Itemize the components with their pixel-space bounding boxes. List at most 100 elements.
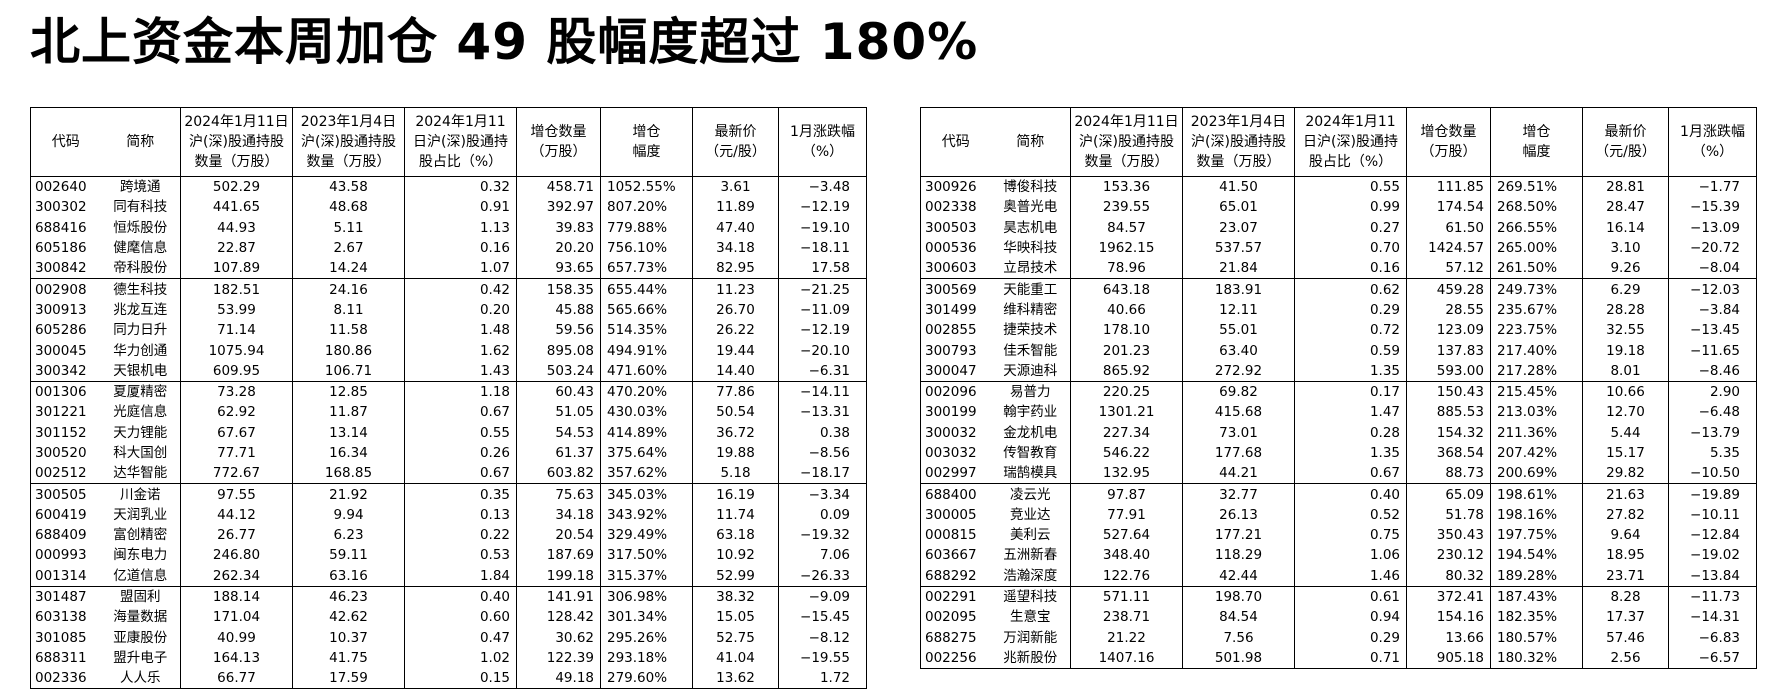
header-add-qty: 增仓数量 （万股） bbox=[1406, 107, 1491, 177]
table-row: 688409 富创精密 26.77 6.23 0.22 20.54 329.49% 63.18… bbox=[31, 525, 867, 546]
cell-add-pct: 295.26% bbox=[600, 627, 693, 648]
cell-name: 盟升电子 bbox=[113, 649, 168, 666]
table-row: 000815 美利云 527.64 177.21 0.75 350.43 197.75% 9.… bbox=[921, 525, 1757, 546]
cell-name: 美利云 bbox=[1010, 527, 1051, 544]
header-hold-2024: 2024年1月11日 沪(深)股通持股 数量（万股） bbox=[1070, 107, 1183, 177]
cell-name: 五洲新春 bbox=[1003, 547, 1058, 564]
cell-hold-ratio: 0.67 bbox=[1294, 463, 1407, 484]
cell-name: 同力日升 bbox=[113, 322, 168, 339]
cell-add-pct: 268.50% bbox=[1490, 197, 1583, 218]
cell-name: 传智教育 bbox=[1003, 445, 1058, 461]
cell-price: 11.74 bbox=[692, 504, 779, 526]
cell-add-qty: 123.09 bbox=[1406, 320, 1491, 341]
cell-name: 科大国创 bbox=[113, 445, 168, 461]
cell-price: 21.63 bbox=[1582, 483, 1669, 505]
cell-add-qty: 128.42 bbox=[516, 607, 601, 628]
table-row: 603138 海量数据 171.04 42.62 0.60 128.42 301.34% 15… bbox=[31, 607, 867, 628]
cell-hold-2024: 188.14 bbox=[180, 585, 293, 608]
cell-price: 14.40 bbox=[692, 360, 779, 382]
cell-hold-2023: 9.94 bbox=[292, 504, 405, 526]
cell-add-qty: 20.20 bbox=[516, 237, 601, 259]
table-row: 000536 华映科技 1962.15 537.57 0.70 1424.57 265.00… bbox=[921, 237, 1757, 259]
cell-hold-2024: 26.77 bbox=[180, 525, 293, 546]
cell-name: 夏厦精密 bbox=[100, 380, 181, 403]
cell-hold-ratio: 0.91 bbox=[404, 197, 517, 218]
table-row: 002640 跨境通 502.29 43.58 0.32 458.71 1052.55% 3.… bbox=[31, 176, 867, 198]
table-row: 002338 奥普光电 239.55 65.01 0.99 174.54 268.50% 28… bbox=[921, 197, 1757, 218]
cell-name: 海量数据 bbox=[113, 609, 168, 626]
cell-hold-2024: 1301.21 bbox=[1070, 402, 1183, 423]
cell-hold-2024: 78.96 bbox=[1070, 258, 1183, 279]
cell-hold-ratio: 0.13 bbox=[404, 504, 517, 526]
cell-code: 300842 bbox=[35, 260, 87, 277]
cell-add-qty: 905.18 bbox=[1406, 647, 1491, 669]
cell-add-pct: 756.10% bbox=[600, 237, 693, 259]
cell-jan-change: −13.09 bbox=[1668, 217, 1757, 238]
header-code: 代码 bbox=[30, 107, 101, 177]
cell-code: 300569 bbox=[920, 278, 991, 300]
cell-add-qty: 154.16 bbox=[1406, 607, 1491, 628]
table-row: 300520 科大国创 77.71 16.34 0.26 61.37 375.64% 19.8… bbox=[31, 442, 867, 464]
header-hold-2023: 2023年1月4日 沪(深)股通持股 数量（万股） bbox=[1182, 107, 1295, 177]
table-row: 002336 人人乐 66.77 17.59 0.15 49.18 279.60% 13.62… bbox=[31, 668, 867, 689]
cell-hold-ratio: 1.62 bbox=[404, 340, 517, 361]
cell-hold-2023: 65.01 bbox=[1182, 197, 1295, 218]
cell-code: 600419 bbox=[35, 506, 87, 523]
cell-hold-2024: 571.11 bbox=[1070, 585, 1183, 608]
table-row: 301221 光庭信息 62.92 11.87 0.67 51.05 430.03% 50.5… bbox=[31, 402, 867, 423]
cell-hold-2024: 609.95 bbox=[180, 360, 293, 382]
cell-name: 维科精密 bbox=[1003, 301, 1058, 318]
cell-add-pct: 343.92% bbox=[600, 504, 693, 526]
cell-hold-2023: 73.01 bbox=[1182, 422, 1295, 443]
cell-price: 34.18 bbox=[692, 237, 779, 259]
cell-hold-2024: 441.65 bbox=[180, 197, 293, 218]
cell-add-pct: 293.18% bbox=[600, 647, 693, 669]
cell-name: 跨境通 bbox=[120, 179, 161, 196]
cell-hold-ratio: 0.99 bbox=[1294, 197, 1407, 218]
cell-hold-ratio: 1.47 bbox=[1294, 402, 1407, 423]
cell-add-pct: 194.54% bbox=[1490, 545, 1583, 566]
cell-hold-ratio: 0.35 bbox=[404, 483, 517, 505]
cell-jan-change: 5.35 bbox=[1668, 442, 1757, 464]
cell-hold-2023: 48.68 bbox=[292, 197, 405, 218]
cell-price: 17.37 bbox=[1582, 607, 1669, 628]
cell-price: 12.70 bbox=[1582, 402, 1669, 423]
table-row: 688416 恒烁股份 44.93 5.11 1.13 39.83 779.88% 47.40… bbox=[31, 217, 867, 238]
cell-code: 002096 bbox=[920, 380, 991, 403]
cell-name: 闽东电力 bbox=[113, 547, 168, 564]
cell-add-pct: 657.73% bbox=[600, 258, 693, 279]
cell-add-qty: 137.83 bbox=[1406, 340, 1491, 361]
cell-hold-2023: 11.58 bbox=[292, 320, 405, 341]
cell-price: 6.29 bbox=[1582, 278, 1669, 300]
cell-code: 300302 bbox=[35, 199, 87, 216]
cell-hold-ratio: 0.27 bbox=[1294, 217, 1407, 238]
table-row: 002095 生意宝 238.71 84.54 0.94 154.16 182.35% 17.… bbox=[921, 607, 1757, 628]
cell-name: 金龙机电 bbox=[1003, 424, 1058, 441]
cell-add-pct: 306.98% bbox=[600, 585, 693, 608]
table-row: 002256 兆新股份 1407.16 501.98 0.71 905.18 180.32%… bbox=[921, 647, 1757, 669]
cell-hold-2023: 21.92 bbox=[292, 483, 405, 505]
cell-hold-2023: 42.62 bbox=[292, 607, 405, 628]
cell-add-qty: 39.83 bbox=[516, 217, 601, 238]
cell-add-qty: 593.00 bbox=[1406, 360, 1491, 382]
cell-add-qty: 61.50 bbox=[1406, 217, 1491, 238]
cell-add-pct: 279.60% bbox=[600, 668, 693, 689]
table-row: 002908 德生科技 182.51 24.16 0.42 158.35 655.44% 11… bbox=[30, 278, 867, 300]
cell-hold-2024: 21.22 bbox=[1070, 627, 1183, 648]
cell-price: 47.40 bbox=[692, 217, 779, 238]
cell-name: 达华智能 bbox=[113, 465, 168, 482]
cell-hold-ratio: 0.53 bbox=[404, 545, 517, 566]
cell-name: 生意宝 bbox=[1010, 609, 1051, 626]
cell-hold-2024: 527.64 bbox=[1070, 525, 1183, 546]
cell-add-qty: 75.63 bbox=[516, 483, 601, 505]
cell-code: 300926 bbox=[925, 179, 977, 196]
cell-price: 63.18 bbox=[692, 525, 779, 546]
cell-hold-2023: 272.92 bbox=[1182, 360, 1295, 382]
cell-add-qty: 45.88 bbox=[516, 299, 601, 321]
cell-name: 凌云光 bbox=[990, 483, 1071, 505]
cell-hold-2024: 53.99 bbox=[180, 299, 293, 321]
cell-hold-ratio: 0.40 bbox=[1294, 483, 1407, 505]
cell-add-pct: 211.36% bbox=[1490, 422, 1583, 443]
cell-add-qty: 49.18 bbox=[516, 668, 601, 689]
cell-jan-change: −12.84 bbox=[1668, 525, 1757, 546]
